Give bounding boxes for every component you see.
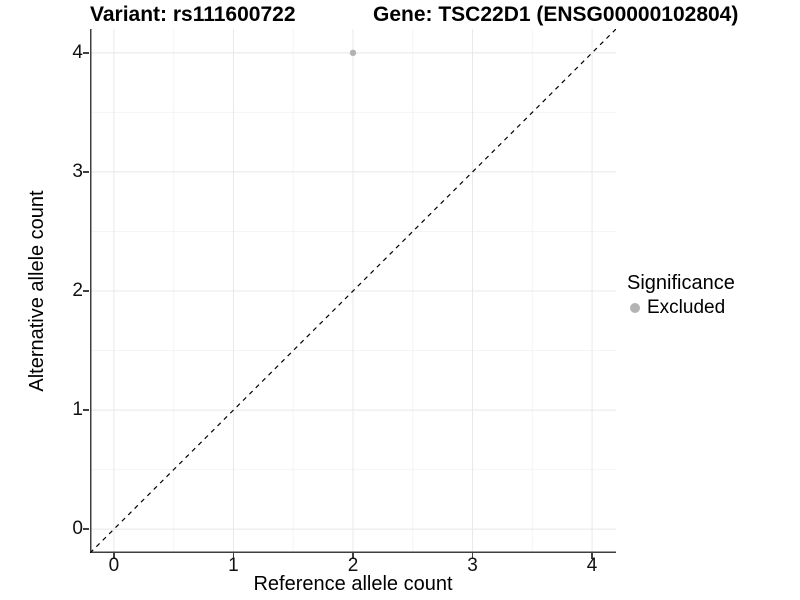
x-tick-mark [113, 553, 115, 559]
x-tick-label: 2 [347, 555, 359, 576]
legend: Significance Excluded [627, 271, 735, 319]
legend-items: Excluded [627, 297, 735, 319]
y-tick-label: 2 [72, 280, 83, 301]
y-tick-mark [82, 409, 89, 411]
x-tick-label: 1 [228, 555, 239, 576]
y-tick-label: 4 [72, 41, 83, 63]
y-tick-mark [82, 290, 89, 292]
legend-item: Excluded [627, 297, 735, 319]
plot-title-variant: Variant: rs111600722 [90, 3, 296, 26]
x-tick-label: 4 [586, 555, 598, 576]
identity-dashed-line [90, 29, 616, 553]
y-tick-mark [82, 52, 89, 54]
legend-title: Significance [627, 272, 735, 294]
legend-swatch-dot-icon [630, 303, 640, 313]
y-axis-title: Alternative allele count [26, 190, 48, 392]
data-point [349, 49, 357, 57]
y-tick-mark [82, 528, 89, 530]
panel-svg [90, 29, 616, 553]
x-tick-mark [352, 553, 354, 559]
x-axis-title: Reference allele count [253, 573, 453, 595]
x-tick-mark [471, 553, 474, 559]
x-tick-mark [591, 553, 593, 559]
x-tick-label: 3 [467, 555, 478, 576]
plot-panel [90, 29, 616, 553]
y-tick-label: 0 [72, 518, 83, 540]
legend-item-label: Excluded [647, 297, 726, 318]
x-tick-label: 0 [108, 555, 120, 576]
y-tick-label: 3 [72, 160, 83, 182]
plot-title-gene: Gene: TSC22D1 (ENSG00000102804) [373, 3, 739, 26]
y-tick-label: 1 [72, 399, 83, 421]
x-tick-mark [232, 553, 235, 559]
y-tick-mark [82, 171, 89, 173]
